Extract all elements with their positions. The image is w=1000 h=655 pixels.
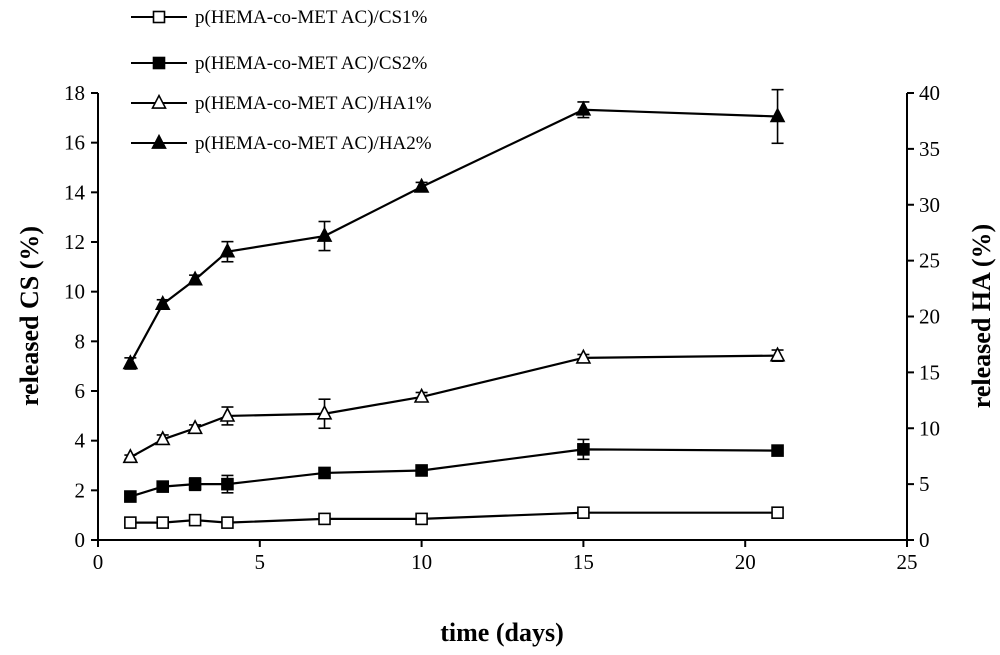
y-left-tick-label: 0 xyxy=(75,528,86,552)
series-line xyxy=(129,354,778,459)
data-point xyxy=(124,490,137,503)
data-point xyxy=(415,512,428,526)
data-point xyxy=(577,506,590,519)
y-right-tick-label: 30 xyxy=(919,193,940,217)
data-point xyxy=(124,516,137,529)
y-left-tick-label: 6 xyxy=(75,379,86,403)
y-right-tick-label: 40 xyxy=(919,81,940,105)
data-point xyxy=(219,406,236,422)
data-point xyxy=(769,107,786,123)
data-point xyxy=(771,506,784,519)
y-left-tick-label: 16 xyxy=(64,131,85,155)
y-right-tick-label: 5 xyxy=(919,472,930,496)
y-axis-right-title: released HA (%) xyxy=(967,224,996,408)
data-point xyxy=(122,354,139,370)
data-point xyxy=(575,348,592,364)
data-point xyxy=(154,295,171,311)
x-tick-label: 15 xyxy=(573,550,594,574)
legend-item-4: p(HEMA-co-MET AC)/HA2% xyxy=(131,133,432,154)
data-point xyxy=(318,512,331,526)
y-axis-left-title: released CS (%) xyxy=(15,226,44,406)
x-axis-title: time (days) xyxy=(440,618,563,647)
legend-marker xyxy=(151,93,167,109)
y-left-tick-label: 12 xyxy=(64,230,85,254)
y-right-tick-label: 25 xyxy=(919,249,940,273)
legend-label: p(HEMA-co-MET AC)/CS1% xyxy=(195,7,428,28)
legend-item-2: p(HEMA-co-MET AC)/CS2% xyxy=(131,53,428,74)
legend-item-3: p(HEMA-co-MET AC)/HA1% xyxy=(131,93,432,114)
ticks: 0 5 10 15 20 25024681012141618051015202530354… xyxy=(64,81,940,574)
y-left-tick-label: 10 xyxy=(64,280,85,304)
legend-item-1: p(HEMA-co-MET AC)/CS1% xyxy=(131,7,428,28)
data-point xyxy=(575,100,592,116)
series-3 xyxy=(122,346,786,464)
y-right-tick-label: 10 xyxy=(919,416,940,440)
x-tick-label: 5 xyxy=(255,550,266,574)
x-tick-label: 25 xyxy=(897,550,918,574)
data-point xyxy=(413,387,430,403)
data-point xyxy=(318,466,331,480)
y-left-tick-label: 14 xyxy=(64,180,86,204)
legend-label: p(HEMA-co-MET AC)/CS2% xyxy=(195,53,428,74)
data-point xyxy=(577,443,590,456)
y-left-tick-label: 4 xyxy=(75,429,86,453)
y-left-tick-label: 8 xyxy=(75,329,86,353)
series-4 xyxy=(122,88,786,370)
y-right-tick-label: 20 xyxy=(919,305,940,329)
legend-label: p(HEMA-co-MET AC)/HA2% xyxy=(195,133,432,154)
data-point xyxy=(156,516,170,529)
legend: p(HEMA-co-MET AC)/CS1% p(HEMA-co-MET AC)/… xyxy=(131,7,432,154)
legend-marker xyxy=(152,10,166,24)
data-point xyxy=(122,448,139,464)
data-point xyxy=(156,480,170,493)
y-right-tick-label: 15 xyxy=(919,360,940,384)
data-point xyxy=(188,513,202,527)
data-point xyxy=(769,346,786,362)
series-2 xyxy=(124,438,784,503)
data-point xyxy=(413,177,430,193)
axes xyxy=(97,93,908,541)
series-1 xyxy=(124,506,784,529)
x-tick-label: 10 xyxy=(411,550,432,574)
data-point xyxy=(221,516,234,529)
data-point xyxy=(221,477,234,491)
data-point xyxy=(154,430,171,446)
data-point xyxy=(771,444,784,457)
x-tick-label: 20 xyxy=(735,550,756,574)
data-point xyxy=(187,270,203,286)
y-right-tick-label: 0 xyxy=(919,528,930,552)
y-right-tick-label: 35 xyxy=(919,137,940,161)
x-tick-label: 0 xyxy=(93,550,104,574)
data-point xyxy=(188,477,202,491)
y-left-tick-label: 18 xyxy=(64,81,85,105)
legend-marker xyxy=(151,133,167,149)
legend-marker xyxy=(152,56,166,70)
data-point xyxy=(219,242,236,258)
data-point xyxy=(316,226,333,242)
data-point xyxy=(187,419,203,435)
data-point xyxy=(415,464,428,477)
legend-label: p(HEMA-co-MET AC)/HA1% xyxy=(195,93,432,114)
series-group xyxy=(122,88,786,529)
data-point xyxy=(316,404,333,420)
y-left-tick-label: 2 xyxy=(75,478,86,502)
